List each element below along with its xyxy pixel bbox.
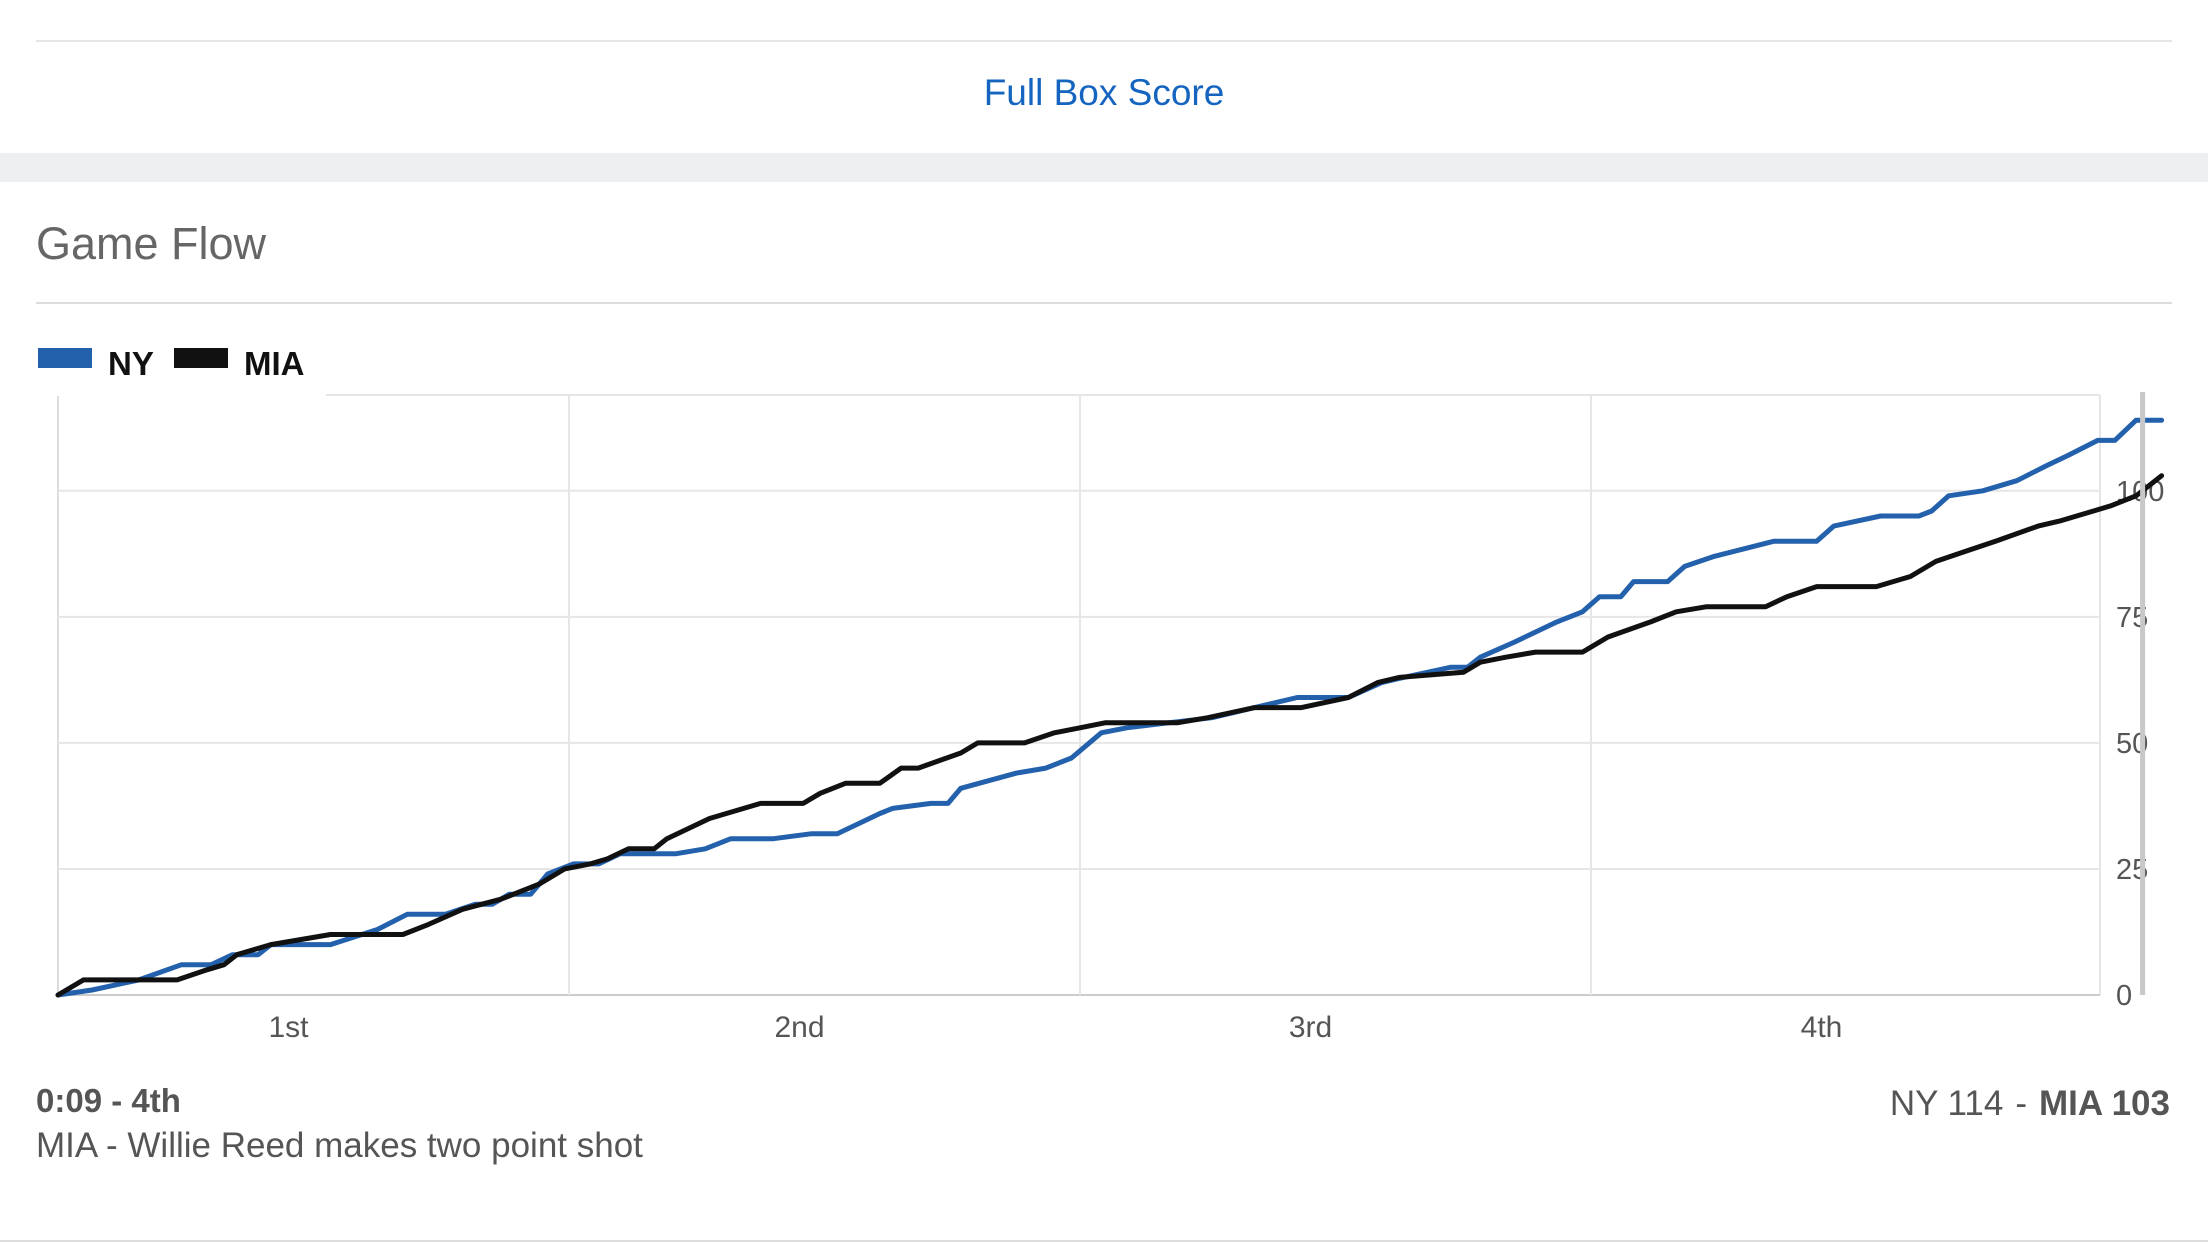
quarter-label: 2nd [774, 1011, 824, 1044]
quarter-label: 1st [268, 1011, 309, 1044]
top-divider [36, 40, 2172, 42]
ny-score: NY 114 [1889, 1084, 2004, 1123]
bottom-divider [0, 1240, 2208, 1242]
series-line-mia [55, 473, 2165, 998]
section-gap [0, 153, 2208, 182]
legend-swatch [38, 348, 92, 368]
legend-swatch [174, 348, 228, 368]
mia-score: MIA 103 [2039, 1084, 2170, 1123]
final-score: NY 114- MIA 103 [1890, 1084, 2170, 1124]
chart-ticks: 02550751001st2nd3rd4th [268, 476, 2164, 1044]
chart-grid [57, 394, 2101, 996]
chart-legend: NY MIA [36, 330, 326, 396]
game-flow-title: Game Flow [36, 218, 267, 269]
series-line-ny [55, 417, 2165, 998]
last-play-description: MIA - Willie Reed makes two point shot [36, 1126, 643, 1165]
chart-series [55, 417, 2165, 998]
title-divider [36, 302, 2172, 304]
legend-label: MIA [244, 345, 305, 382]
legend-label: NY [108, 345, 154, 382]
y-tick-label: 0 [2116, 980, 2132, 1012]
last-play-time: 0:09 - 4th [36, 1082, 181, 1119]
score-separator: - [2015, 1084, 2028, 1123]
quarter-label: 4th [1801, 1011, 1843, 1044]
quarter-label: 3rd [1289, 1011, 1332, 1044]
full-box-score-link[interactable]: Full Box Score [983, 72, 1225, 113]
